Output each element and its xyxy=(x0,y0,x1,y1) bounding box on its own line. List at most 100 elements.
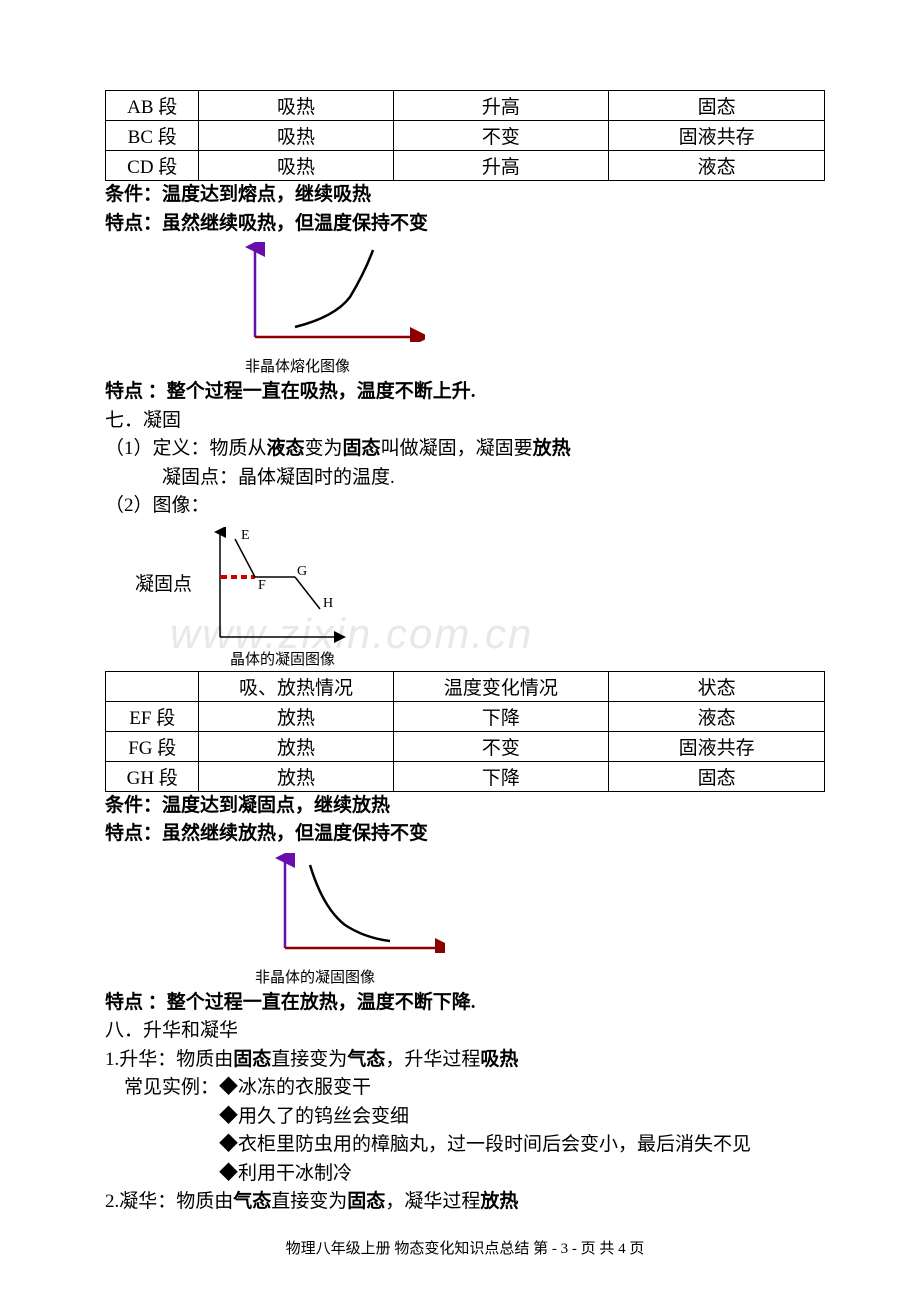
label: 特点： xyxy=(105,213,162,234)
feature-line-2: 特点 ：整个过程一直在吸热，温度不断上升. xyxy=(105,378,825,407)
section7-def: （1）定义：物质从液态变为固态叫做凝固，凝固要放热 xyxy=(105,435,825,464)
t: 液态 xyxy=(267,438,305,459)
cell: 状态 xyxy=(609,671,825,701)
t: 气态 xyxy=(347,1049,385,1070)
cell: 升高 xyxy=(393,151,609,181)
chart-svg xyxy=(225,242,425,342)
section8-1: 1.升华：物质由固态直接变为气态，升华过程吸热 xyxy=(105,1046,825,1075)
cell: FG 段 xyxy=(106,731,199,761)
text: 虽然继续吸热，但温度保持不变 xyxy=(162,213,428,234)
t: 直接变为 xyxy=(271,1191,347,1212)
label: 条件： xyxy=(105,184,162,205)
label: 条件： xyxy=(105,795,162,816)
example: ◆冰冻的衣服变干 xyxy=(219,1077,371,1098)
cell: 下降 xyxy=(393,701,609,731)
table-row: 吸、放热情况 温度变化情况 状态 xyxy=(106,671,825,701)
label-e: E xyxy=(241,528,250,543)
table-row: FG 段 放热 不变 固液共存 xyxy=(106,731,825,761)
label: 常见实例： xyxy=(105,1077,219,1098)
chart-caption: 非晶体的凝固图像 xyxy=(255,966,825,987)
section8-2: 2.凝华：物质由气态直接变为固态，凝华过程放热 xyxy=(105,1188,825,1217)
crystal-solidify-chart: 凝固点 E F G H xyxy=(125,527,825,652)
section7-title: 七．凝固 xyxy=(105,407,825,436)
freeze-point-label: 凝固点 xyxy=(135,569,192,596)
t: 吸热 xyxy=(480,1049,518,1070)
t: 2.凝华：物质由 xyxy=(105,1191,233,1212)
label-f: F xyxy=(258,578,266,593)
t: ，凝华过程 xyxy=(385,1191,480,1212)
page-container: www.zixin.com.cn AB 段 吸热 升高 固态 BC 段 吸热 不… xyxy=(0,0,920,1313)
cell: 升高 xyxy=(393,91,609,121)
t: 放热 xyxy=(533,438,571,459)
seg-ef xyxy=(235,539,255,577)
solidify-table: 吸、放热情况 温度变化情况 状态 EF 段 放热 下降 液态 FG 段 放热 不… xyxy=(105,671,825,792)
feature-line: 特点：虽然继续吸热，但温度保持不变 xyxy=(105,210,825,239)
t: （1）定义：物质从 xyxy=(105,438,267,459)
t: 固态 xyxy=(343,438,381,459)
cell: 放热 xyxy=(199,731,393,761)
cell: 放热 xyxy=(199,701,393,731)
t: 气态 xyxy=(233,1191,271,1212)
cell: 吸热 xyxy=(199,151,393,181)
example: ◆衣柜里防虫用的樟脑丸，过一段时间后会变小，最后消失不见 xyxy=(219,1131,825,1160)
text: 虽然继续放热，但温度保持不变 xyxy=(162,823,428,844)
cell: 液态 xyxy=(609,151,825,181)
cell: 固液共存 xyxy=(609,731,825,761)
cell: 固态 xyxy=(609,91,825,121)
table-row: CD 段 吸热 升高 液态 xyxy=(106,151,825,181)
cell: AB 段 xyxy=(106,91,199,121)
condition-line: 条件：温度达到熔点，继续吸热 xyxy=(105,181,825,210)
cell: 吸、放热情况 xyxy=(199,671,393,701)
t: 放热 xyxy=(480,1191,518,1212)
cell: GH 段 xyxy=(106,761,199,791)
cell: EF 段 xyxy=(106,701,199,731)
t: 直接变为 xyxy=(271,1049,347,1070)
label: 特点： xyxy=(105,823,162,844)
cell: 液态 xyxy=(609,701,825,731)
table-row: GH 段 放热 下降 固态 xyxy=(106,761,825,791)
t: 固态 xyxy=(233,1049,271,1070)
cell: 固液共存 xyxy=(609,121,825,151)
table-row: BC 段 吸热 不变 固液共存 xyxy=(106,121,825,151)
section7-graph-label: （2）图像： xyxy=(105,492,825,521)
cell: 放热 xyxy=(199,761,393,791)
text: 温度达到熔点，继续吸热 xyxy=(162,184,371,205)
cell: 下降 xyxy=(393,761,609,791)
amorphous-melting-chart xyxy=(225,242,825,357)
melting-table: AB 段 吸热 升高 固态 BC 段 吸热 不变 固液共存 CD 段 吸热 升高… xyxy=(105,90,825,181)
cell xyxy=(106,671,199,701)
curve xyxy=(310,865,390,941)
amorphous-solidify-chart xyxy=(245,853,825,968)
t: 1.升华：物质由 xyxy=(105,1049,233,1070)
cell: 不变 xyxy=(393,121,609,151)
table-row: EF 段 放热 下降 液态 xyxy=(106,701,825,731)
curve xyxy=(295,250,373,327)
page-footer: 物理八年级上册 物态变化知识点总结 第 - 3 - 页 共 4 页 xyxy=(105,1237,825,1258)
cell: 不变 xyxy=(393,731,609,761)
label-h: H xyxy=(323,596,333,611)
t: 变为 xyxy=(305,438,343,459)
cell: 吸热 xyxy=(199,121,393,151)
cell: 固态 xyxy=(609,761,825,791)
cell: CD 段 xyxy=(106,151,199,181)
t: 叫做凝固，凝固要 xyxy=(381,438,533,459)
feature-line-4: 特点 ：整个过程一直在放热，温度不断下降. xyxy=(105,989,825,1018)
label-g: G xyxy=(297,564,307,579)
chart-svg xyxy=(245,853,445,953)
section8-title: 八．升华和凝华 xyxy=(105,1017,825,1046)
cell: 温度变化情况 xyxy=(393,671,609,701)
table-row: AB 段 吸热 升高 固态 xyxy=(106,91,825,121)
section7-point: 凝固点：晶体凝固时的温度. xyxy=(105,464,825,493)
t: ，升华过程 xyxy=(385,1049,480,1070)
cell: BC 段 xyxy=(106,121,199,151)
cell: 吸热 xyxy=(199,91,393,121)
feature-line-3: 特点：虽然继续放热，但温度保持不变 xyxy=(105,820,825,849)
example: ◆利用干冰制冷 xyxy=(219,1160,825,1189)
chart-caption: 非晶体熔化图像 xyxy=(245,355,825,376)
seg-gh xyxy=(295,577,320,609)
text: 温度达到凝固点，继续放热 xyxy=(162,795,390,816)
examples-line: 常见实例：◆冰冻的衣服变干 xyxy=(105,1074,825,1103)
condition-line-2: 条件：温度达到凝固点，继续放热 xyxy=(105,792,825,821)
t: 固态 xyxy=(347,1191,385,1212)
example: ◆用久了的钨丝会变细 xyxy=(219,1103,825,1132)
